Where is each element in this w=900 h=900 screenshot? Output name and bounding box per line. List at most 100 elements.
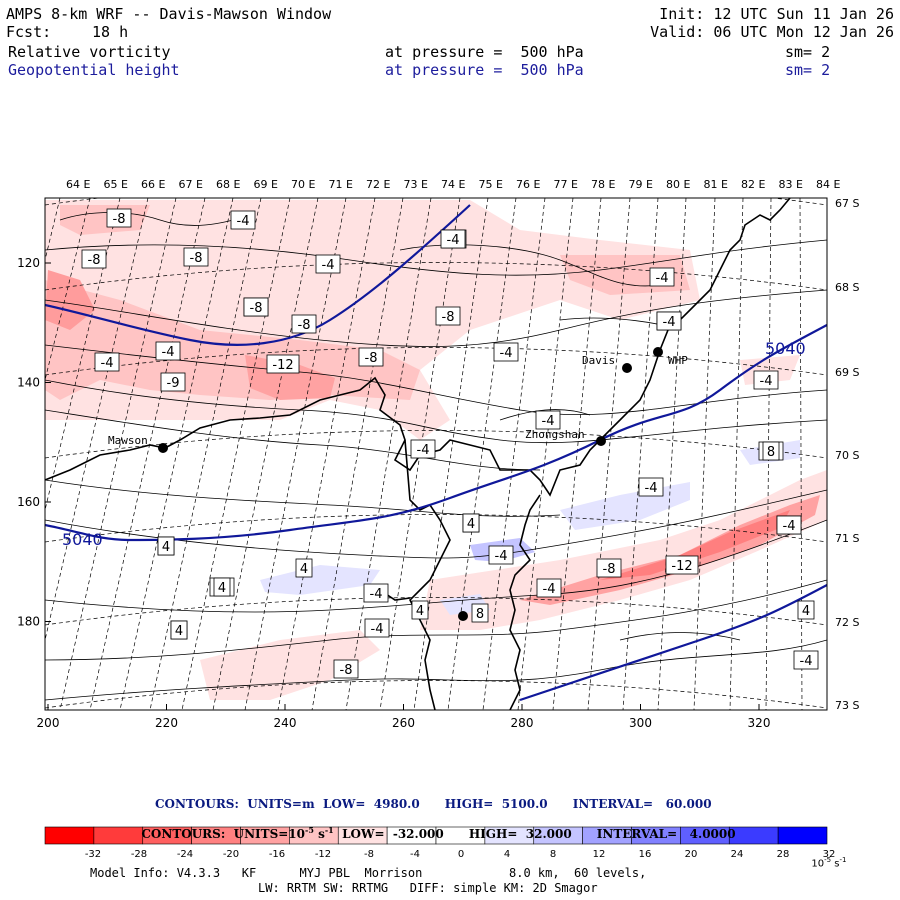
lon-label: 64 E bbox=[66, 178, 90, 191]
svg-text:-4: -4 bbox=[663, 315, 676, 330]
svg-text:-4: -4 bbox=[322, 258, 335, 273]
svg-text:-8: -8 bbox=[250, 301, 263, 316]
vort-info-c: LOW= -32.000 HIGH= 32.000 INTERVAL= 4.00… bbox=[333, 827, 736, 841]
svg-text:-4: -4 bbox=[162, 345, 175, 360]
colorbar-label: -24 bbox=[177, 849, 193, 860]
lon-label: 77 E bbox=[554, 178, 578, 191]
field1-name: Relative vorticity bbox=[8, 43, 171, 61]
lon-label: 78 E bbox=[591, 178, 615, 191]
svg-text:-8: -8 bbox=[88, 253, 101, 268]
lat-label: 68 S bbox=[835, 281, 859, 294]
lon-label: 81 E bbox=[704, 178, 728, 191]
svg-text:4: 4 bbox=[162, 540, 170, 555]
svg-text:-4: -4 bbox=[237, 214, 250, 229]
forecast-value: 18 h bbox=[92, 23, 129, 41]
x-tick-label: 220 bbox=[155, 716, 178, 730]
colorbar-label: 28 bbox=[777, 849, 790, 860]
colorbar-label: 0 bbox=[458, 849, 464, 860]
valid-time: Valid: 06 UTC Mon 12 Jan 26 bbox=[650, 23, 894, 41]
field2-smoothing: sm= 2 bbox=[785, 61, 831, 79]
lon-label: 84 E bbox=[816, 178, 840, 191]
svg-text:-4: -4 bbox=[370, 587, 383, 602]
x-tick-label: 240 bbox=[274, 716, 297, 730]
station-dot-zhongshan bbox=[596, 436, 606, 446]
forecast-label: Fcst: bbox=[6, 23, 52, 41]
svg-text:-8: -8 bbox=[298, 318, 311, 333]
colorbar-label: -12 bbox=[315, 849, 331, 860]
vort-label: 8 bbox=[762, 441, 780, 461]
plot-frame bbox=[44, 197, 828, 711]
stations: Mawson Davis WHP Zhongshan bbox=[108, 347, 688, 621]
svg-text:-4: -4 bbox=[371, 622, 384, 637]
svg-text:-8: -8 bbox=[113, 212, 126, 227]
vorticity-labels: -8 -4 -8 -8 -4 -4 -4 -8 -8 -8 -4 -4 -4 -4 -9 -12 -8 -4 -4 -… bbox=[81, 208, 819, 679]
lon-label: 80 E bbox=[666, 178, 690, 191]
colorbar-label: 24 bbox=[731, 849, 744, 860]
svg-text:4: 4 bbox=[802, 604, 810, 619]
lat-label: 71 S bbox=[835, 532, 859, 545]
svg-text:-12: -12 bbox=[272, 358, 293, 373]
vort-label: -9 bbox=[160, 372, 186, 392]
svg-text:-8: -8 bbox=[603, 562, 616, 577]
units-a: 10 bbox=[811, 858, 825, 870]
vort-label: -4 bbox=[230, 210, 256, 230]
init-time: Init: 12 UTC Sun 11 Jan 26 bbox=[659, 5, 894, 23]
svg-text:-8: -8 bbox=[190, 251, 203, 266]
lon-label: 67 E bbox=[179, 178, 203, 191]
svg-text:-4: -4 bbox=[760, 374, 773, 389]
vort-label: -12 bbox=[665, 555, 699, 575]
lat-label: 69 S bbox=[835, 366, 859, 379]
vort-label: 4 bbox=[170, 620, 188, 640]
lon-label: 73 E bbox=[404, 178, 428, 191]
x-tick-label: 260 bbox=[392, 716, 415, 730]
vort-label: -4 bbox=[649, 267, 675, 287]
x-axis-ticks: 200 220 240 260 280 300 320 bbox=[37, 704, 770, 730]
svg-text:-8: -8 bbox=[365, 351, 378, 366]
longitude-labels: 64 E 65 E 66 E 67 E 68 E 69 E 70 E 71 E 72 E 73 E… bbox=[66, 178, 840, 191]
vort-label: -4 bbox=[440, 229, 466, 249]
svg-text:-12: -12 bbox=[671, 559, 692, 574]
latitude-labels: 67 S 68 S 69 S 70 S 71 S 72 S 73 S bbox=[835, 197, 859, 712]
vort-label: -4 bbox=[493, 342, 519, 362]
x-tick-label: 300 bbox=[629, 716, 652, 730]
field2-level: at pressure = 500 hPa bbox=[385, 61, 584, 79]
colorbar-label: -16 bbox=[269, 849, 285, 860]
station-dot-davis bbox=[622, 363, 632, 373]
field2-name: Geopotential height bbox=[8, 61, 180, 79]
units-exp2: -1 bbox=[839, 856, 847, 864]
lat-label: 72 S bbox=[835, 616, 859, 629]
vort-label: -8 bbox=[596, 558, 622, 578]
svg-text:-4: -4 bbox=[783, 519, 796, 534]
field1-smoothing: sm= 2 bbox=[785, 43, 831, 61]
colorbar-swatch bbox=[44, 826, 95, 845]
station-label-whp: WHP bbox=[668, 354, 688, 367]
colorbar-swatch bbox=[728, 826, 779, 845]
vort-label: -4 bbox=[410, 439, 436, 459]
field1-level: at pressure = 500 hPa bbox=[385, 43, 584, 61]
geopotential-height-contours bbox=[45, 204, 827, 702]
lon-label: 72 E bbox=[366, 178, 390, 191]
vort-info-exp: -5 bbox=[305, 825, 314, 835]
station-label-mawson: Mawson bbox=[108, 434, 148, 447]
svg-text:-4: -4 bbox=[495, 549, 508, 564]
station-dot-whp bbox=[653, 347, 663, 357]
svg-text:-4: -4 bbox=[656, 271, 669, 286]
lon-label: 83 E bbox=[779, 178, 803, 191]
vort-label: 4 bbox=[411, 600, 429, 620]
svg-text:-4: -4 bbox=[645, 481, 658, 496]
colorbar-label: -28 bbox=[131, 849, 147, 860]
vort-label: -12 bbox=[266, 354, 300, 374]
colorbar-label: 8 bbox=[550, 849, 556, 860]
vort-label: -8 bbox=[333, 659, 359, 679]
y-axis-ticks: 120 140 160 180 bbox=[17, 256, 51, 629]
station-dot-inland bbox=[458, 611, 468, 621]
svg-text:-8: -8 bbox=[442, 310, 455, 325]
vort-label: 4 bbox=[462, 513, 480, 533]
vort-label: 4 bbox=[797, 600, 815, 620]
vort-label: -8 bbox=[435, 306, 461, 326]
colorbar-label: 12 bbox=[593, 849, 606, 860]
vort-label: -4 bbox=[488, 545, 514, 565]
vort-label: -8 bbox=[81, 249, 107, 269]
vort-label: -4 bbox=[94, 352, 120, 372]
